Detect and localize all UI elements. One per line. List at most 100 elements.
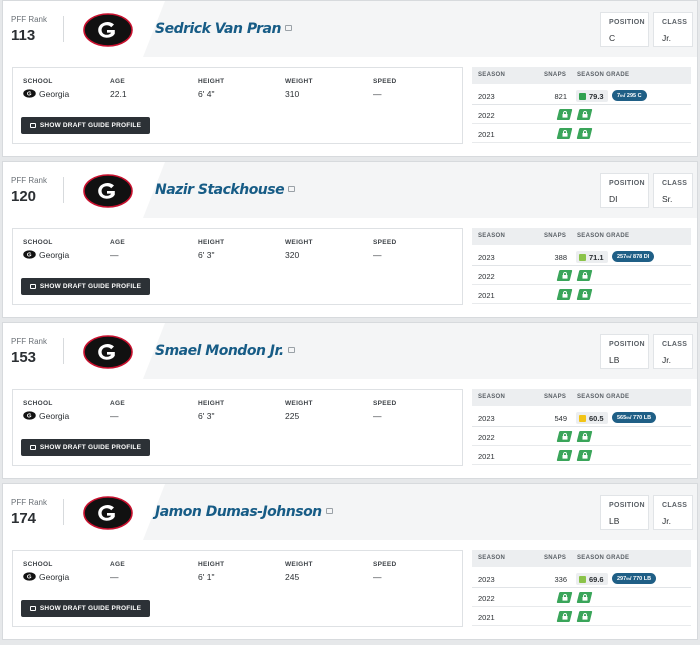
player-name[interactable]: Jamon Dumas-Johnson [155,504,322,520]
player-name-link[interactable]: Jamon Dumas-Johnson [155,504,333,520]
copy-icon[interactable] [287,347,295,353]
snaps-column-header: SNAPS [544,233,567,239]
weight-label: WEIGHT [285,239,313,246]
season-year: 2022 [478,272,495,281]
school-value: Georgia [23,250,69,260]
locked-snaps-icon[interactable] [556,592,573,603]
locked-snaps-icon[interactable] [556,289,573,300]
locked-snaps-icon[interactable] [556,128,573,139]
season-row-locked: 2022 [472,106,691,124]
season-grades-table: SEASON SNAPS SEASON GRADE 2023 549 60.5 … [472,389,691,466]
locked-snaps-icon[interactable] [556,450,573,461]
school-label: SCHOOL [23,78,53,85]
guide-icon [29,123,36,128]
age-value: 22.1 [110,89,127,99]
rank-number: 257 [617,253,627,260]
height-value: 6' 3" [198,411,215,421]
height-label: HEIGHT [198,561,225,568]
snaps-column-header: SNAPS [544,394,567,400]
age-label: AGE [110,239,125,246]
player-card: PFF Rank 120 Nazir Stackhouse POSITION D… [2,161,698,318]
weight-value: 320 [285,250,300,260]
position-box: POSITION DI [600,173,649,208]
show-draft-guide-profile-button[interactable]: SHOW DRAFT GUIDE PROFILE [21,117,150,134]
locked-grade-icon[interactable] [576,128,593,139]
speed-value: — [373,411,382,421]
season-snaps: 336 [554,575,567,584]
player-name-link[interactable]: Smael Mondon Jr. [155,343,295,359]
locked-grade-icon[interactable] [576,592,593,603]
height-value: 6' 4" [198,89,215,99]
season-year: 2021 [478,452,495,461]
georgia-small-logo-icon [23,250,36,259]
position-value: LB [609,516,620,526]
season-grade-value: 60.5 [589,413,604,423]
rank-total: / 770 LB [629,575,652,582]
locked-grade-icon[interactable] [576,431,593,442]
locked-grade-icon[interactable] [576,270,593,281]
copy-icon[interactable] [325,508,333,514]
snaps-column-header: SNAPS [544,555,567,561]
weight-label: WEIGHT [285,400,313,407]
height-label: HEIGHT [198,400,225,407]
school-value: Georgia [23,89,69,99]
season-grade-value: 79.3 [589,91,604,101]
georgia-small-logo-icon [23,89,36,98]
locked-snaps-icon[interactable] [556,109,573,120]
height-label: HEIGHT [198,239,225,246]
rank-number: 7 [617,92,621,99]
locked-snaps-icon[interactable] [556,431,573,442]
player-name-link[interactable]: Nazir Stackhouse [155,182,296,198]
grade-color-indicator [579,92,586,100]
player-info-box: SCHOOL AGE HEIGHT WEIGHT SPEED Georgia —… [12,550,463,627]
rank-number: 565 [617,414,627,421]
player-name[interactable]: Smael Mondon Jr. [155,343,284,359]
locked-grade-icon[interactable] [576,611,593,622]
position-value: C [609,33,616,43]
georgia-logo-icon [83,335,133,369]
locked-snaps-icon[interactable] [556,611,573,622]
show-draft-guide-profile-button[interactable]: SHOW DRAFT GUIDE PROFILE [21,439,150,456]
player-name[interactable]: Nazir Stackhouse [155,182,285,198]
position-label: POSITION [609,502,645,509]
age-value: — [110,411,119,421]
player-card-header: PFF Rank 153 Smael Mondon Jr. POSITION L… [3,323,697,379]
school-value: Georgia [23,411,69,421]
locked-snaps-icon[interactable] [556,270,573,281]
player-name-link[interactable]: Sedrick Van Pran [155,21,292,37]
season-column-header: SEASON [478,233,506,239]
season-row-locked: 2022 [472,589,691,607]
season-grades-table: SEASON SNAPS SEASON GRADE 2023 336 69.6 … [472,550,691,627]
position-label: POSITION [609,180,645,187]
age-label: AGE [110,78,125,85]
class-label: CLASS [662,180,688,187]
season-year: 2023 [478,414,495,423]
season-row-locked: 2022 [472,267,691,285]
show-draft-guide-profile-button[interactable]: SHOW DRAFT GUIDE PROFILE [21,278,150,295]
locked-grade-icon[interactable] [576,109,593,120]
locked-grade-icon[interactable] [576,450,593,461]
grade-color-indicator [579,253,586,261]
season-year: 2022 [478,111,495,120]
locked-grade-icon[interactable] [576,289,593,300]
age-label: AGE [110,561,125,568]
position-value: LB [609,355,620,365]
rank-divider [63,16,64,42]
class-box: CLASS Jr. [653,334,693,369]
pff-rank-label: PFF Rank [11,498,48,507]
player-name[interactable]: Sedrick Van Pran [155,21,281,37]
rank-divider [63,177,64,203]
guide-icon [29,284,36,289]
georgia-logo-icon [83,174,133,208]
copy-icon[interactable] [288,186,296,192]
rank-total: / 770 LB [629,414,652,421]
class-value: Sr. [662,194,673,204]
weight-value: 225 [285,411,300,421]
snaps-column-header: SNAPS [544,72,567,78]
player-card: PFF Rank 113 Sedrick Van Pran POSITION C… [2,0,698,157]
show-draft-guide-profile-button[interactable]: SHOW DRAFT GUIDE PROFILE [21,600,150,617]
copy-icon[interactable] [284,25,292,31]
position-label: POSITION [609,19,645,26]
